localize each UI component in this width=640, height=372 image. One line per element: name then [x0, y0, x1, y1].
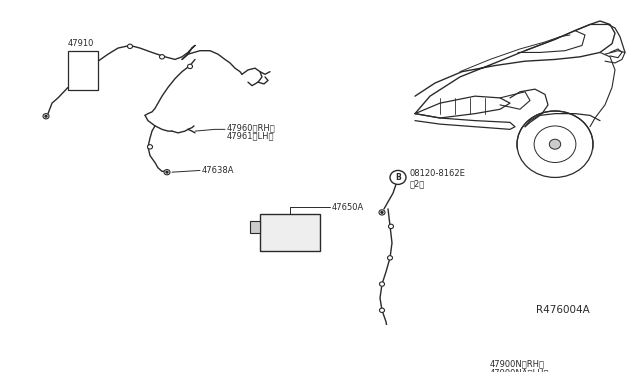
Circle shape [381, 212, 383, 213]
Text: B: B [395, 173, 401, 182]
Text: 47961（LH）: 47961（LH） [227, 131, 275, 140]
Circle shape [159, 55, 164, 59]
Text: 47931M: 47931M [265, 234, 299, 243]
Circle shape [147, 145, 152, 149]
Circle shape [412, 371, 418, 372]
Circle shape [380, 308, 385, 312]
Bar [250, 221, 260, 233]
Circle shape [385, 343, 391, 349]
Circle shape [380, 282, 385, 286]
Circle shape [188, 64, 193, 68]
Circle shape [164, 170, 170, 175]
Text: 47900NA（LH）: 47900NA（LH） [490, 369, 550, 372]
Text: 47960（RH）: 47960（RH） [227, 123, 276, 132]
Text: 08120-8162E: 08120-8162E [410, 169, 466, 179]
Text: 47638A: 47638A [202, 166, 234, 175]
Circle shape [166, 171, 168, 173]
Circle shape [379, 210, 385, 215]
Text: （2）: （2） [410, 179, 425, 188]
Circle shape [127, 44, 132, 48]
Bar [260, 214, 320, 251]
Text: R476004A: R476004A [536, 305, 590, 315]
Circle shape [387, 345, 389, 347]
Text: 47650A: 47650A [332, 203, 364, 212]
Text: 47910: 47910 [68, 39, 94, 48]
Circle shape [43, 113, 49, 119]
Circle shape [549, 139, 561, 149]
Text: 47900N（RH）: 47900N（RH） [490, 359, 545, 368]
Circle shape [387, 256, 392, 260]
Circle shape [45, 115, 47, 117]
Bar [68, 51, 98, 90]
Circle shape [388, 224, 394, 228]
